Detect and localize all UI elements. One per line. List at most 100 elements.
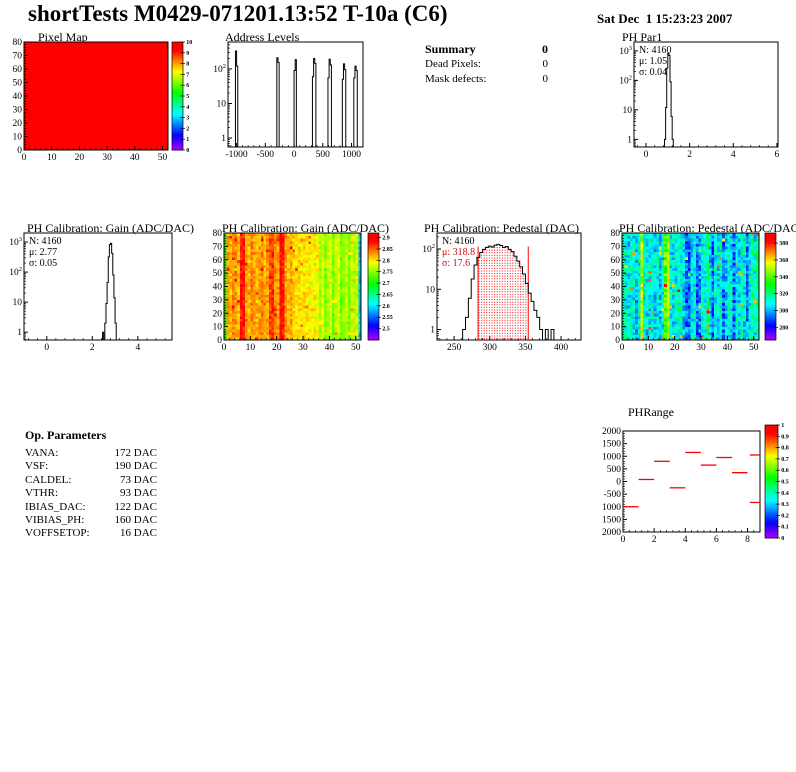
svg-text:40: 40 [13, 92, 23, 102]
svg-text:102: 102 [422, 243, 435, 255]
svg-text:80: 80 [213, 229, 223, 239]
svg-text:0: 0 [644, 150, 649, 160]
svg-text:6: 6 [186, 83, 189, 89]
row-label: VOFFSETOP: [25, 527, 90, 540]
svg-text:10: 10 [186, 40, 192, 46]
svg-text:10: 10 [426, 285, 436, 295]
ph-range-title: PHRange [628, 405, 674, 419]
svg-text:0: 0 [292, 150, 297, 160]
gain-map-title: PH Calibration: Gain (ADC/DAC) [222, 221, 389, 235]
ph-par1-panel: PH Par1 0 2 4 6 1 10 102 103 N: 4160 μ: 1.05 σ: 0.… [606, 30, 796, 162]
row-value: 93 DAC [120, 487, 157, 500]
svg-text:-500: -500 [257, 150, 275, 160]
svg-text:102: 102 [619, 74, 632, 86]
svg-text:10: 10 [13, 133, 23, 143]
svg-text:0: 0 [186, 148, 189, 154]
row-label: VSF: [25, 460, 49, 473]
svg-text:10: 10 [246, 343, 256, 353]
svg-text:7: 7 [186, 72, 189, 78]
pixel-map-panel: Pixel Map 0 1 2 3 4 5 6 7 8 9 10 0 10 20 30 40 50 0 10 20 30… [0, 30, 200, 163]
text-row: IBIAS_DAC: 122 DAC [25, 501, 157, 514]
svg-text:3: 3 [186, 116, 189, 122]
row-label: IBIAS_DAC: [25, 500, 86, 513]
svg-text:30: 30 [102, 153, 112, 163]
summary-rows: Dead Pixels: 0 Mask defects: 0 [425, 57, 548, 87]
svg-text:N: 4160: N: 4160 [29, 236, 62, 247]
summary-block: Summary 0 Dead Pixels: 0 Mask defects: 0 [425, 42, 548, 87]
row-value: 172 DAC [114, 447, 157, 459]
svg-text:0: 0 [22, 153, 27, 163]
ph-par1-title: PH Par1 [622, 30, 663, 44]
svg-text:300: 300 [483, 343, 498, 353]
svg-text:60: 60 [13, 65, 23, 75]
row-value: 16 DAC [120, 527, 157, 540]
svg-text:5: 5 [186, 94, 189, 100]
pixel-map-title: Pixel Map [38, 30, 88, 44]
svg-text:-1000: -1000 [226, 150, 248, 160]
summary-title: Summary [425, 42, 476, 56]
svg-text:50: 50 [213, 269, 223, 279]
summary-header: Summary 0 [425, 42, 548, 57]
svg-text:2: 2 [687, 150, 692, 160]
svg-text:2.8: 2.8 [382, 258, 390, 264]
pedestal-map-title: PH Calibration: Pedestal (ADC/DAC) [619, 221, 796, 235]
svg-text:6: 6 [775, 150, 780, 160]
svg-text:102: 102 [213, 63, 226, 75]
svg-text:μ: 2.77: μ: 2.77 [29, 247, 57, 258]
svg-text:2: 2 [186, 126, 189, 132]
svg-text:30: 30 [13, 106, 23, 116]
svg-text:2.55: 2.55 [382, 315, 393, 321]
svg-text:30: 30 [213, 296, 223, 306]
pedestal-hist-panel: PH Calibration: Pedestal (DAC) 250 300 350… [413, 218, 613, 360]
svg-text:μ: 318.8: μ: 318.8 [442, 247, 475, 258]
gain-map-panel: PH Calibration: Gain (ADC/DAC) 2.5 2.55 2.… [208, 218, 408, 360]
svg-text:1000: 1000 [342, 150, 361, 160]
pedestal-hist-title: PH Calibration: Pedestal (DAC) [424, 221, 579, 235]
svg-text:0: 0 [222, 343, 227, 353]
page-title: shortTests M0429-071201.13:52 T-10a (C6) [28, 1, 448, 26]
svg-text:σ: 0.05: σ: 0.05 [29, 258, 57, 269]
svg-text:10: 10 [47, 153, 57, 163]
row-value: 0 [542, 73, 549, 85]
svg-text:50: 50 [13, 79, 23, 89]
svg-text:103: 103 [9, 236, 22, 248]
svg-text:70: 70 [13, 52, 23, 62]
gain-hist-panel: PH Calibration: Gain (ADC/DAC) 0 2 4 1 10 102… [0, 218, 205, 360]
svg-text:1: 1 [186, 137, 189, 143]
svg-text:2: 2 [90, 343, 95, 353]
svg-text:2.85: 2.85 [382, 247, 393, 253]
svg-text:80: 80 [13, 38, 23, 48]
text-row: VANA: 172 DAC [25, 447, 157, 460]
row-label: Mask defects: [425, 73, 487, 85]
svg-text:50: 50 [158, 153, 168, 163]
ph-range-panel: PHRange 0 0.1 0.2 0.3 0.4 0.5 0.6 0.7 0.8 0.9 1 0 2 4… [598, 403, 796, 552]
svg-text:20: 20 [13, 119, 23, 129]
svg-text:0: 0 [217, 336, 222, 346]
svg-text:N: 4160: N: 4160 [442, 236, 475, 247]
text-row: VIBIAS_PH: 160 DAC [25, 514, 157, 527]
svg-text:σ: 17.6: σ: 17.6 [442, 258, 470, 269]
pedestal-map-panel: PH Calibration: Pedestal (ADC/DAC) 280 30… [606, 218, 796, 360]
timestamp: Sat Dec 1 15:23:23 2007 [597, 11, 733, 26]
row-value: 160 DAC [114, 514, 157, 527]
row-label: VIBIAS_PH: [25, 514, 85, 527]
text-row: VTHR: 93 DAC [25, 487, 157, 500]
svg-text:4: 4 [186, 105, 189, 111]
op-parameters-title: Op. Parameters [25, 428, 157, 443]
svg-text:1: 1 [430, 326, 435, 336]
svg-text:30: 30 [298, 343, 308, 353]
row-label: VTHR: [25, 487, 58, 500]
row-label: VANA: [25, 447, 59, 459]
text-row: Dead Pixels: 0 [425, 57, 548, 72]
gain-heatmap: 2.5 2.55 2.6 2.65 2.7 2.75 2.8 2.85 2.9 0 10 20 30 40… [213, 229, 393, 353]
svg-text:1: 1 [627, 135, 632, 145]
text-row: VOFFSETOP: 16 DAC [25, 527, 157, 540]
svg-text:1: 1 [221, 134, 226, 144]
svg-text:10: 10 [13, 298, 23, 308]
svg-text:70: 70 [213, 242, 223, 252]
svg-text:N: 4160: N: 4160 [639, 45, 672, 56]
row-value: 190 DAC [114, 460, 157, 473]
